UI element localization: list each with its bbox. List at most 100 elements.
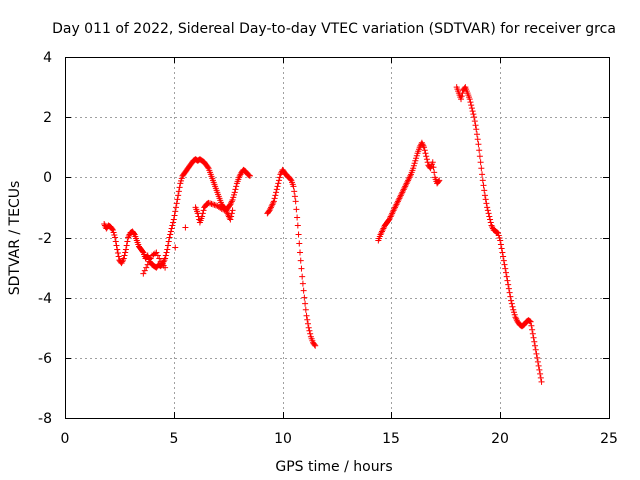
data-point-marker <box>300 287 307 294</box>
data-point-marker <box>413 152 420 159</box>
y-tick-label: 4 <box>43 50 52 66</box>
data-point-marker <box>228 210 235 217</box>
data-point-marker <box>475 141 482 148</box>
data-point-marker <box>167 228 174 235</box>
data-point-marker <box>481 187 488 194</box>
data-point-marker <box>295 231 302 238</box>
data-point-marker <box>510 306 517 313</box>
data-point-marker <box>170 216 177 223</box>
data-point-marker <box>172 244 179 251</box>
data-point-marker <box>527 318 534 325</box>
data-point-marker <box>413 155 420 162</box>
data-point-marker <box>507 293 514 300</box>
data-point-marker <box>312 342 319 349</box>
data-point-marker <box>143 253 150 260</box>
plot-frame <box>65 57 610 419</box>
data-point-marker <box>233 183 240 190</box>
series-segment-3 <box>375 139 443 244</box>
data-point-marker <box>291 188 298 195</box>
data-point-marker <box>146 258 153 265</box>
data-point-marker <box>421 144 428 151</box>
data-point-marker <box>174 196 181 203</box>
data-point-marker <box>537 374 544 381</box>
data-point-marker <box>509 303 516 310</box>
data-point-marker <box>493 228 500 235</box>
data-point-marker <box>163 249 170 256</box>
data-point-marker <box>205 199 212 206</box>
data-point-marker <box>165 238 172 245</box>
data-point-marker <box>170 219 177 226</box>
data-point-marker <box>459 90 466 97</box>
data-point-marker <box>497 237 504 244</box>
data-point-marker <box>498 245 505 252</box>
x-tick-label: 25 <box>600 431 618 447</box>
data-point-marker <box>204 164 211 171</box>
y-tick-label: -2 <box>38 231 52 247</box>
data-point-marker <box>167 231 174 238</box>
data-point-marker <box>211 201 218 208</box>
grid-lines <box>65 57 609 418</box>
data-point-marker <box>123 242 130 249</box>
axis-ticks: 0 5 10 15 20 25 -8 -6 -4 -2 0 2 4 <box>38 50 618 447</box>
y-tick-label: 2 <box>43 110 52 126</box>
data-point-marker <box>209 201 216 208</box>
x-tick-label: 15 <box>382 431 400 447</box>
data-point-marker <box>297 249 304 256</box>
data-point-marker <box>537 370 544 377</box>
data-point-marker <box>290 183 297 190</box>
data-point-marker <box>412 157 419 164</box>
data-point-marker <box>113 242 120 249</box>
data-point-marker <box>385 217 392 224</box>
data-point-marker <box>422 150 429 157</box>
data-point-marker <box>311 341 318 348</box>
data-point-marker <box>299 273 306 280</box>
data-point-marker <box>120 255 127 262</box>
data-point-marker <box>176 184 183 191</box>
data-point-marker <box>536 366 543 373</box>
series-segment-1-lower-branch <box>140 199 236 277</box>
data-point-marker <box>495 229 502 236</box>
data-point-marker <box>293 206 300 213</box>
data-point-marker <box>534 358 541 365</box>
x-axis-label: GPS time / hours <box>275 459 392 475</box>
data-point-marker <box>121 252 128 259</box>
data-point-marker <box>274 183 281 190</box>
data-point-marker <box>130 230 137 237</box>
data-point-marker <box>531 338 538 345</box>
data-point-marker <box>526 317 533 324</box>
data-point-marker <box>230 194 237 201</box>
data-point-marker <box>229 207 236 214</box>
data-point-marker <box>178 175 185 182</box>
data-point-marker <box>168 225 175 232</box>
data-point-marker <box>200 207 207 214</box>
data-point-marker <box>144 261 151 268</box>
data-point-marker <box>477 159 484 166</box>
data-point-marker <box>114 246 121 253</box>
data-point-marker <box>276 174 283 181</box>
data-point-marker <box>499 249 506 256</box>
data-point-marker <box>429 159 436 166</box>
data-point-marker <box>467 99 474 106</box>
data-point-marker <box>304 316 311 323</box>
data-point-marker <box>500 257 507 264</box>
data-point-marker <box>199 210 206 217</box>
data-point-marker <box>109 226 116 233</box>
data-point-marker <box>172 208 179 215</box>
data-point-marker <box>110 229 117 236</box>
data-point-marker <box>245 171 252 178</box>
data-point-marker <box>115 253 122 260</box>
data-points <box>101 84 545 385</box>
data-point-marker <box>178 177 185 184</box>
data-point-marker <box>265 208 272 215</box>
data-point-marker <box>529 326 536 333</box>
data-point-marker <box>172 204 179 211</box>
data-point-marker <box>220 206 227 213</box>
data-point-marker <box>468 105 475 112</box>
data-point-marker <box>271 195 278 202</box>
data-point-marker <box>302 300 309 307</box>
data-point-marker <box>294 214 301 221</box>
data-point-marker <box>534 354 541 361</box>
data-point-marker <box>479 177 486 184</box>
data-point-marker <box>164 242 171 249</box>
data-point-marker <box>175 188 182 195</box>
